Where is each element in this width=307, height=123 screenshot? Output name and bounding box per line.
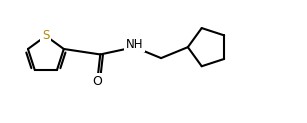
Text: O: O [92, 75, 102, 88]
Text: NH: NH [126, 38, 143, 51]
Text: S: S [42, 30, 49, 42]
